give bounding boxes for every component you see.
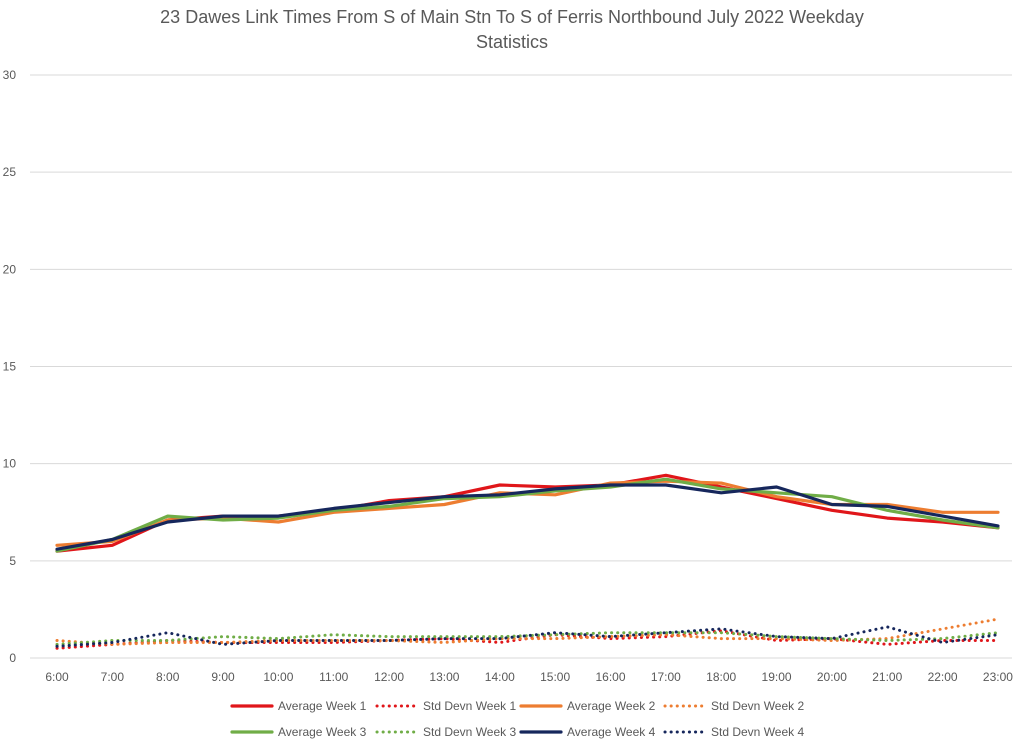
x-tick-label: 19:00 [762,670,792,684]
x-tick-label: 15:00 [540,670,570,684]
series-line-std-devn-week-4 [55,625,1000,648]
x-tick-label: 23:00 [983,670,1013,684]
x-tick-label: 7:00 [101,670,125,684]
series-line-std-devn-week-2 [55,617,1000,646]
x-tick-label: 6:00 [45,670,69,684]
legend-label: Average Week 4 [567,725,656,739]
x-tick-label: 11:00 [319,670,348,684]
x-tick-label: 20:00 [817,670,847,684]
series-line-average-week-3 [55,477,1000,553]
legend-label: Std Devn Week 2 [711,699,804,713]
x-tick-label: 16:00 [595,670,625,684]
y-tick-label: 5 [9,554,16,568]
y-tick-label: 15 [3,360,17,374]
y-tick-label: 20 [3,262,17,276]
y-tick-label: 0 [9,651,16,665]
x-tick-label: 14:00 [485,670,515,684]
chart-title-line-2: Statistics [475,32,549,52]
x-tick-label: 8:00 [156,670,180,684]
x-tick-label: 9:00 [211,670,235,684]
legend-label: Average Week 3 [278,725,367,739]
x-tick-label: 12:00 [374,670,404,684]
legend-label: Std Devn Week 4 [711,725,804,739]
chart-title-line-1: 23 Dawes Link Times From S of Main Stn T… [160,7,864,27]
y-tick-label: 10 [3,457,17,471]
x-tick-label: 13:00 [429,670,459,684]
y-tick-label: 30 [3,68,17,82]
legend-label: Average Week 1 [278,699,367,713]
y-tick-label: 25 [3,165,17,179]
x-tick-label: 10:00 [263,670,293,684]
series-line-average-week-4 [55,483,1000,551]
legend-label: Average Week 2 [567,699,656,713]
series-line-std-devn-week-3 [55,631,1000,646]
x-tick-label: 22:00 [928,670,958,684]
series-line-average-week-1 [55,473,1000,553]
x-tick-label: 21:00 [872,670,902,684]
x-tick-label: 17:00 [651,670,681,684]
legend-label: Std Devn Week 3 [423,725,516,739]
x-tick-label: 18:00 [706,670,736,684]
legend-label: Std Devn Week 1 [423,699,516,713]
